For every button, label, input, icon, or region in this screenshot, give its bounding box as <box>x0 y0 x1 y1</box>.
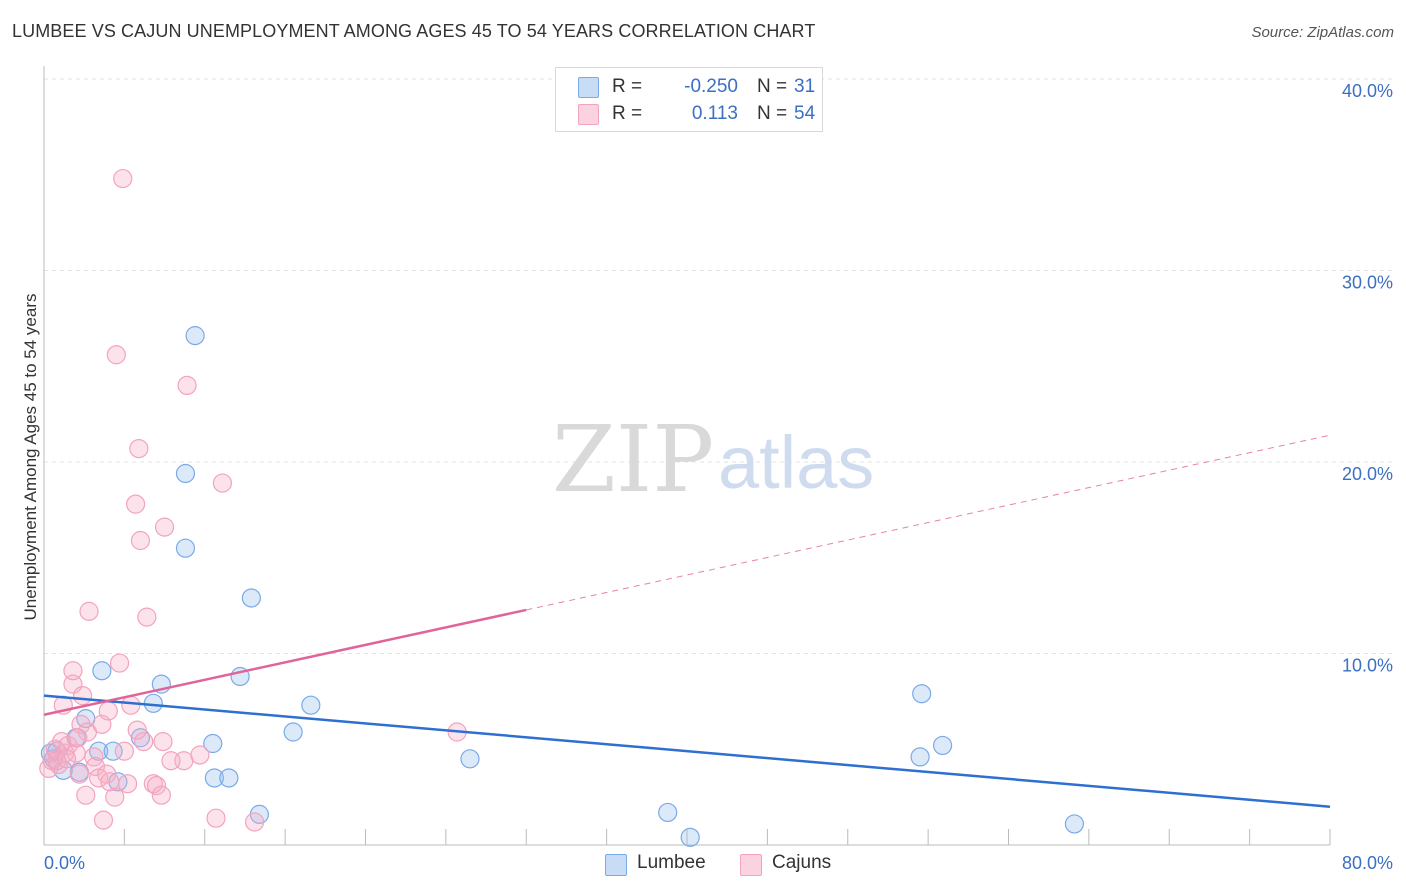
data-point-cajuns <box>177 375 197 395</box>
data-point-cajuns <box>129 438 149 459</box>
data-point-lumbee <box>175 463 196 484</box>
legend-label-cajuns: Cajuns <box>772 852 832 873</box>
x-tick-label: 0.0% <box>44 853 85 873</box>
data-point-cajuns <box>93 810 114 830</box>
y-axis-label: Unemployment Among Ages 45 to 54 years <box>21 294 40 621</box>
legend-swatch-lumbee <box>605 854 627 876</box>
legend-n-label: N = <box>757 103 788 124</box>
data-point-cajuns <box>126 494 146 514</box>
data-point-cajuns <box>68 728 88 748</box>
data-point-cajuns <box>244 812 265 832</box>
data-point-lumbee <box>658 802 678 823</box>
data-point-cajuns <box>106 345 126 365</box>
data-point-cajuns <box>206 808 226 828</box>
legend-n-value: 54 <box>794 103 816 124</box>
data-point-lumbee <box>241 588 261 608</box>
data-point-cajuns <box>56 749 77 769</box>
data-point-cajuns <box>151 785 171 805</box>
data-point-cajuns <box>100 772 120 792</box>
data-point-cajuns <box>85 756 106 777</box>
data-point-cajuns <box>127 720 147 740</box>
x-tick-label: 80.0% <box>1342 853 1393 873</box>
data-point-lumbee <box>283 722 303 742</box>
legend-swatch-cajuns <box>740 854 762 876</box>
y-tick-label: 10.0% <box>1342 656 1393 676</box>
series-legend: Lumbee Cajuns <box>0 852 1406 878</box>
data-point-cajuns <box>109 653 130 673</box>
data-points <box>39 168 1085 847</box>
legend-label-lumbee: Lumbee <box>637 852 706 873</box>
data-point-cajuns <box>72 686 93 706</box>
data-point-cajuns <box>153 731 173 752</box>
watermark: ZIP atlas <box>552 406 874 513</box>
legend-r-value: -0.250 <box>684 76 738 97</box>
grid-lines <box>44 78 1392 654</box>
legend-n-value: 31 <box>794 76 816 97</box>
axis-labels: 10.0% 20.0% 30.0% 40.0% 0.0% 80.0% Unemploymen… <box>21 81 1393 873</box>
data-point-lumbee <box>1064 814 1085 834</box>
data-point-cajuns <box>190 745 210 765</box>
trend-line-lumbee <box>43 694 1331 808</box>
y-tick-label: 30.0% <box>1342 273 1393 293</box>
data-point-lumbee <box>910 747 930 767</box>
data-point-cajuns <box>84 747 104 767</box>
legend-n-label: N = <box>757 76 788 97</box>
trend-lines <box>43 434 1331 808</box>
data-point-cajuns <box>154 517 175 537</box>
data-point-cajuns <box>98 701 118 721</box>
data-point-lumbee <box>460 749 480 769</box>
legend-swatch-cajuns <box>578 104 599 125</box>
data-point-cajuns <box>137 607 157 627</box>
data-point-lumbee <box>92 661 112 681</box>
legend-box: R = -0.250 N = 31 R = 0.113 N = 54 <box>555 67 823 132</box>
data-point-cajuns <box>146 776 167 796</box>
legend-r-label: R = <box>612 103 643 124</box>
data-point-cajuns <box>69 764 89 784</box>
data-point-lumbee <box>912 684 932 704</box>
trend-line-extension-cajuns <box>526 434 1331 611</box>
data-point-lumbee <box>932 735 953 756</box>
data-point-cajuns <box>105 787 125 807</box>
data-point-lumbee <box>185 326 205 346</box>
data-point-cajuns <box>63 661 83 681</box>
data-point-cajuns <box>212 473 233 493</box>
source-label: Source: ZipAtlas.com <box>1251 24 1394 41</box>
legend-r-value: 0.113 <box>691 103 738 124</box>
watermark-atlas: atlas <box>718 421 874 504</box>
data-point-cajuns <box>117 774 138 794</box>
data-point-cajuns <box>143 774 163 794</box>
data-point-lumbee <box>204 768 224 788</box>
chart-title: LUMBEE VS CAJUN UNEMPLOYMENT AMONG AGES … <box>12 21 816 41</box>
data-point-cajuns <box>113 168 133 189</box>
data-point-cajuns <box>79 601 99 621</box>
trend-line-cajuns <box>43 608 527 717</box>
legend-r-label: R = <box>612 76 643 97</box>
data-point-lumbee <box>103 741 123 761</box>
data-point-cajuns <box>121 695 141 715</box>
y-tick-label: 40.0% <box>1342 81 1393 101</box>
data-point-lumbee <box>219 768 239 788</box>
data-point-cajuns <box>130 530 151 551</box>
data-point-cajuns <box>161 751 181 771</box>
data-point-lumbee <box>203 733 223 754</box>
watermark-zip: ZIP <box>552 406 714 513</box>
data-point-cajuns <box>76 785 96 805</box>
data-point-lumbee <box>108 772 128 792</box>
axes <box>43 66 1331 846</box>
data-point-cajuns <box>47 751 67 771</box>
data-point-lumbee <box>175 538 196 558</box>
data-point-cajuns <box>134 731 154 752</box>
y-tick-label: 20.0% <box>1342 464 1393 484</box>
legend-swatch-lumbee <box>578 77 599 98</box>
data-point-lumbee <box>301 695 321 715</box>
data-point-cajuns <box>114 741 134 761</box>
data-point-lumbee <box>680 827 700 847</box>
